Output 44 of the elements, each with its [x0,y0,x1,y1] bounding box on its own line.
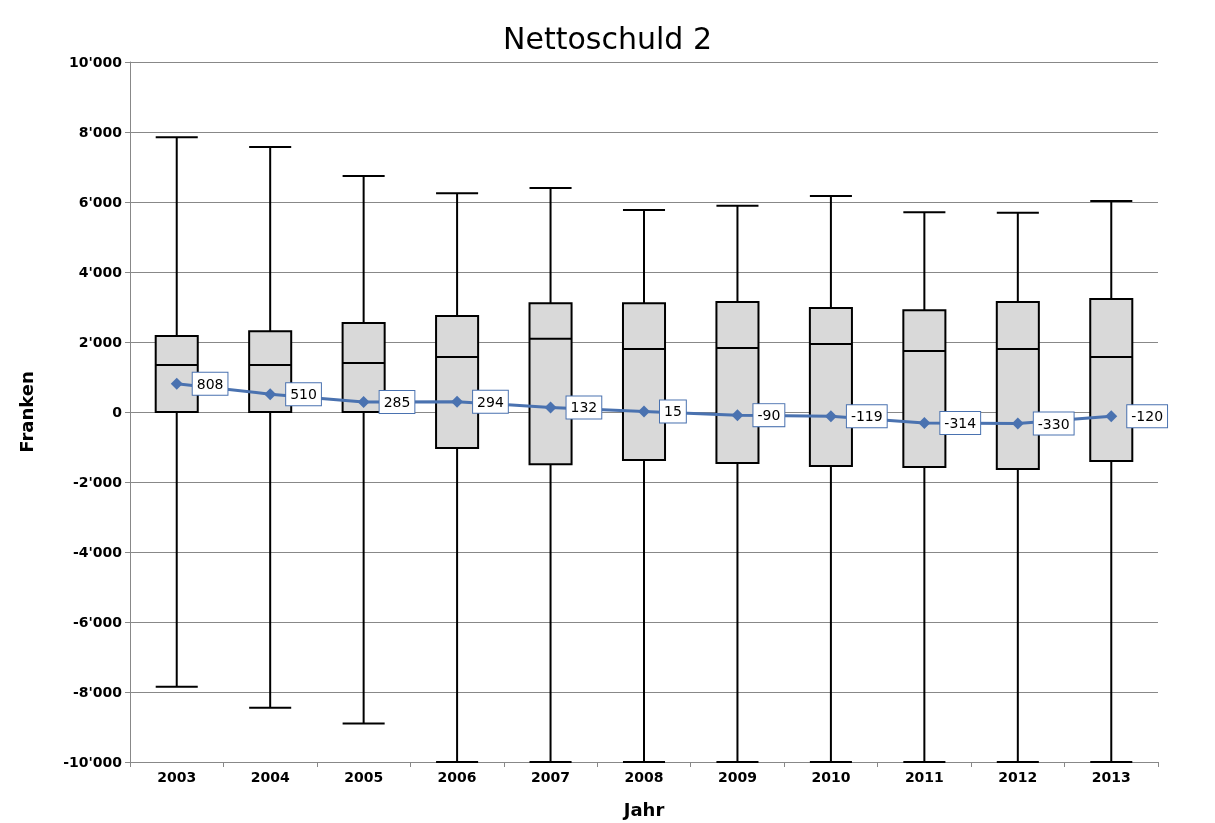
data-label: -119 [850,408,883,425]
point [357,396,370,409]
data-label: 294 [477,393,504,410]
y-axis-title: Franken [15,371,37,453]
x-tick-label: 2010 [811,769,851,785]
x-tick-label: 2005 [344,769,384,785]
data-label: 808 [196,375,224,392]
x-tick-label: 2009 [717,769,757,785]
y-tick-label: -2'000 [72,474,123,490]
point [1105,410,1118,423]
point [264,388,277,401]
data-label: 285 [383,394,411,411]
x-tick-label: 2012 [998,769,1038,785]
y-tick-label: 10'000 [69,54,123,70]
x-tick-label: 2007 [531,769,571,785]
point [731,409,744,422]
point [544,401,557,414]
data-label: 15 [664,403,682,420]
y-tick-label: 0 [112,404,123,420]
y-tick-label: -6'000 [72,614,123,630]
y-tick-label: -4'000 [72,544,123,560]
y-tick-label: 8'000 [78,124,123,140]
data-label: -330 [1037,415,1070,432]
point [918,416,931,429]
x-tick-label: 2011 [904,769,944,785]
data-label: 510 [290,386,317,403]
chart-title: Nettoschuld 2 [503,20,712,56]
data-label: -314 [944,414,977,431]
y-tick-label: 4'000 [78,264,123,280]
y-tick-label: -10'000 [63,754,123,770]
x-tick-label: 2013 [1091,769,1131,785]
data-label: 132 [570,399,598,416]
y-tick-label: 6'000 [78,194,123,210]
point [638,405,650,418]
y-tick-label: 2'000 [78,334,123,350]
data-label: -90 [757,407,781,424]
point [170,377,183,390]
data-label: -120 [1131,408,1164,425]
x-tick-label: 2006 [437,769,477,785]
x-tick-label: 2003 [157,769,197,785]
x-tick-label: 2004 [250,769,290,785]
y-tick-label: -8'000 [72,684,123,700]
x-axis-title: Jahr [621,798,665,820]
x-tick-label: 2008 [624,769,664,785]
